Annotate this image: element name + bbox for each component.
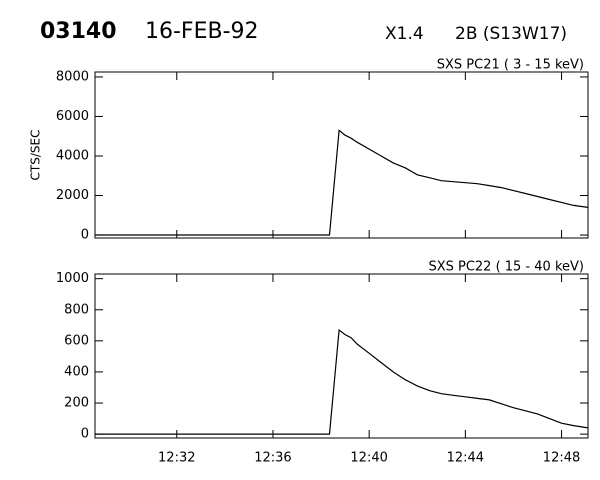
x-tick-label: 12:44 [447, 451, 484, 466]
y-tick-label: 0 [81, 228, 89, 243]
plot-frame [94, 273, 589, 439]
x-tick-label: 12:36 [254, 451, 291, 466]
chart-title: SXS PC22 ( 15 - 40 keV) [428, 260, 584, 275]
x-tick-label: 12:40 [350, 451, 387, 466]
plot-frame [94, 71, 589, 239]
chart-title: SXS PC21 ( 3 - 15 keV) [437, 58, 584, 73]
optical-class: 2B (S13W17) [455, 24, 567, 44]
data-line [95, 328, 589, 435]
y-tick-label: 200 [64, 396, 89, 411]
y-tick-label: 4000 [56, 148, 89, 163]
flare-class: X1.4 [385, 24, 424, 44]
y-tick-label: 800 [64, 302, 89, 317]
date: 16-FEB-92 [145, 19, 259, 44]
y-tick-label: 6000 [56, 109, 89, 124]
y-tick-label: 8000 [56, 69, 89, 84]
y-tick-label: 2000 [56, 188, 89, 203]
y-axis-label: CTS/SEC [29, 130, 43, 181]
y-tick-label: 1000 [56, 271, 89, 286]
data-line [95, 129, 589, 236]
y-tick-label: 600 [64, 333, 89, 348]
y-tick-label: 400 [64, 364, 89, 379]
x-tick-label: 12:48 [543, 451, 580, 466]
event-number: 03140 [40, 19, 117, 44]
x-tick-label: 12:32 [158, 451, 195, 466]
y-tick-label: 0 [81, 427, 89, 442]
